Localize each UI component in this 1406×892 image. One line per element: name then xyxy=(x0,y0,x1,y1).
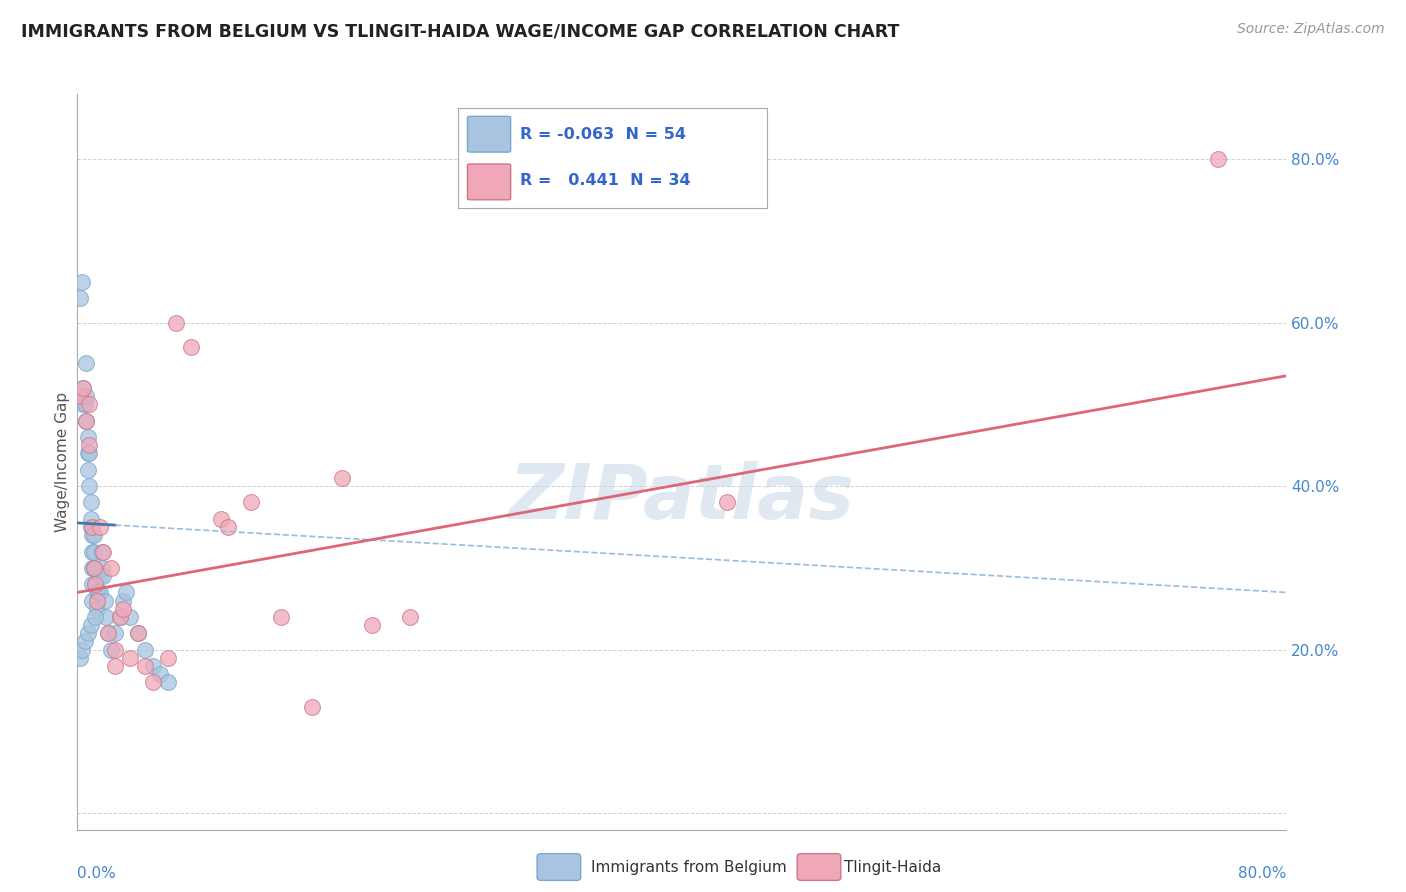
Point xyxy=(77,430,100,444)
Point xyxy=(80,495,103,509)
Point xyxy=(218,520,240,534)
Point xyxy=(69,651,91,665)
Point xyxy=(120,610,142,624)
Point xyxy=(79,446,101,460)
Point xyxy=(72,397,94,411)
Point xyxy=(70,275,93,289)
Point xyxy=(75,414,97,428)
Point xyxy=(77,463,100,477)
Point xyxy=(72,381,94,395)
Point xyxy=(72,381,94,395)
Text: Source: ZipAtlas.com: Source: ZipAtlas.com xyxy=(1237,22,1385,37)
Text: Immigrants from Belgium: Immigrants from Belgium xyxy=(591,860,786,874)
Point xyxy=(100,642,122,657)
Point xyxy=(108,610,131,624)
Point xyxy=(90,544,112,558)
Point xyxy=(79,438,101,452)
Point xyxy=(77,626,100,640)
Point xyxy=(83,544,105,558)
Point xyxy=(111,601,134,615)
Point xyxy=(96,626,118,640)
Point xyxy=(69,291,91,305)
Point xyxy=(209,512,232,526)
Point xyxy=(82,544,104,558)
Point xyxy=(361,618,384,632)
Point xyxy=(180,340,202,354)
Point xyxy=(1208,152,1230,166)
Point xyxy=(108,610,131,624)
Point xyxy=(157,651,180,665)
Point xyxy=(127,626,149,640)
Point xyxy=(83,528,105,542)
Point xyxy=(90,561,112,575)
Point xyxy=(142,675,165,690)
Point xyxy=(75,414,97,428)
Point xyxy=(89,585,111,599)
Point xyxy=(69,389,91,403)
Point xyxy=(73,397,96,411)
Point xyxy=(165,316,187,330)
Point xyxy=(82,528,104,542)
Point xyxy=(80,618,103,632)
Point xyxy=(82,593,104,607)
Point xyxy=(70,642,93,657)
Point xyxy=(91,544,114,558)
Point xyxy=(79,397,101,411)
Point xyxy=(134,659,156,673)
Point xyxy=(84,561,107,575)
Point xyxy=(301,699,323,714)
Point xyxy=(127,626,149,640)
Point xyxy=(134,642,156,657)
Text: 0.0%: 0.0% xyxy=(77,866,117,881)
Point xyxy=(716,495,738,509)
Point xyxy=(86,601,108,615)
Point xyxy=(87,585,110,599)
Point xyxy=(93,593,115,607)
Point xyxy=(100,561,122,575)
Text: Tlingit-Haida: Tlingit-Haida xyxy=(844,860,941,874)
Point xyxy=(82,520,104,534)
Point xyxy=(86,585,108,599)
Point xyxy=(94,610,117,624)
Point xyxy=(75,389,97,403)
Text: IMMIGRANTS FROM BELGIUM VS TLINGIT-HAIDA WAGE/INCOME GAP CORRELATION CHART: IMMIGRANTS FROM BELGIUM VS TLINGIT-HAIDA… xyxy=(21,22,900,40)
Point xyxy=(83,561,105,575)
Point xyxy=(104,626,127,640)
Point xyxy=(96,626,118,640)
Point xyxy=(83,561,105,575)
Point xyxy=(82,561,104,575)
Point xyxy=(80,520,103,534)
Point xyxy=(142,659,165,673)
Point xyxy=(89,569,111,583)
Point xyxy=(77,446,100,460)
Point xyxy=(114,585,136,599)
Point xyxy=(111,593,134,607)
Text: 80.0%: 80.0% xyxy=(1239,866,1286,881)
Point xyxy=(75,356,97,370)
Point xyxy=(104,642,127,657)
Point xyxy=(73,634,96,648)
Point xyxy=(120,651,142,665)
Point xyxy=(84,577,107,591)
Point xyxy=(330,471,353,485)
Y-axis label: Wage/Income Gap: Wage/Income Gap xyxy=(55,392,70,532)
Text: ZIPatlas: ZIPatlas xyxy=(509,461,855,535)
Point xyxy=(399,610,422,624)
Point xyxy=(80,512,103,526)
Point xyxy=(82,577,104,591)
Point xyxy=(86,593,108,607)
Point xyxy=(104,659,127,673)
Point xyxy=(84,577,107,591)
Point xyxy=(79,479,101,493)
Point xyxy=(240,495,263,509)
Point xyxy=(270,610,292,624)
Point xyxy=(157,675,180,690)
Point xyxy=(84,610,107,624)
Point xyxy=(89,520,111,534)
Point xyxy=(149,667,172,681)
Point xyxy=(91,569,114,583)
